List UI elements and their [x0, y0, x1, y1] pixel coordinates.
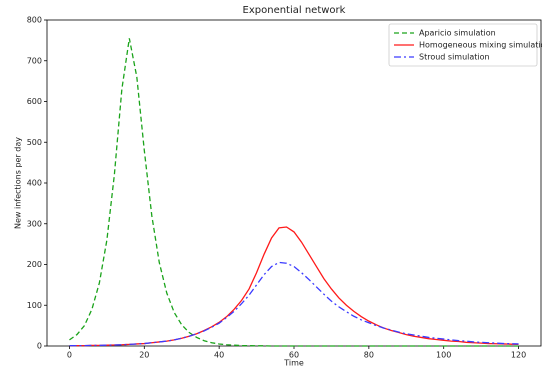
series-line	[69, 38, 519, 347]
y-tick-label: 100	[27, 301, 42, 310]
y-tick-label: 700	[27, 56, 42, 65]
y-tick-label: 200	[27, 260, 42, 269]
y-tick-label: 800	[27, 16, 42, 25]
y-tick-label: 500	[27, 138, 42, 147]
legend-box	[388, 23, 538, 67]
y-tick-label: 400	[27, 179, 42, 188]
x-tick-label: 20	[139, 351, 149, 360]
legend-label: Aparicio simulation	[419, 29, 496, 38]
x-tick-label: 100	[436, 351, 451, 360]
plot-frame	[46, 19, 542, 347]
y-tick-label: 600	[27, 97, 42, 106]
x-tick-label: 40	[214, 351, 224, 360]
x-tick-label: 60	[289, 351, 299, 360]
series-line	[69, 226, 519, 347]
legend-label: Stroud simulation	[419, 53, 490, 62]
legend-label: Homogeneous mixing simulation	[419, 41, 542, 50]
series-line	[69, 261, 519, 347]
x-tick-label: 80	[364, 351, 374, 360]
y-tick-label: 0	[37, 342, 42, 351]
y-tick-label: 300	[27, 219, 42, 228]
y-axis-label: New infections per day	[14, 137, 23, 229]
x-tick-label: 120	[511, 351, 526, 360]
x-tick-label: 0	[67, 351, 72, 360]
chart-title: Exponential network	[243, 5, 346, 16]
x-axis-label: Time	[283, 359, 304, 367]
